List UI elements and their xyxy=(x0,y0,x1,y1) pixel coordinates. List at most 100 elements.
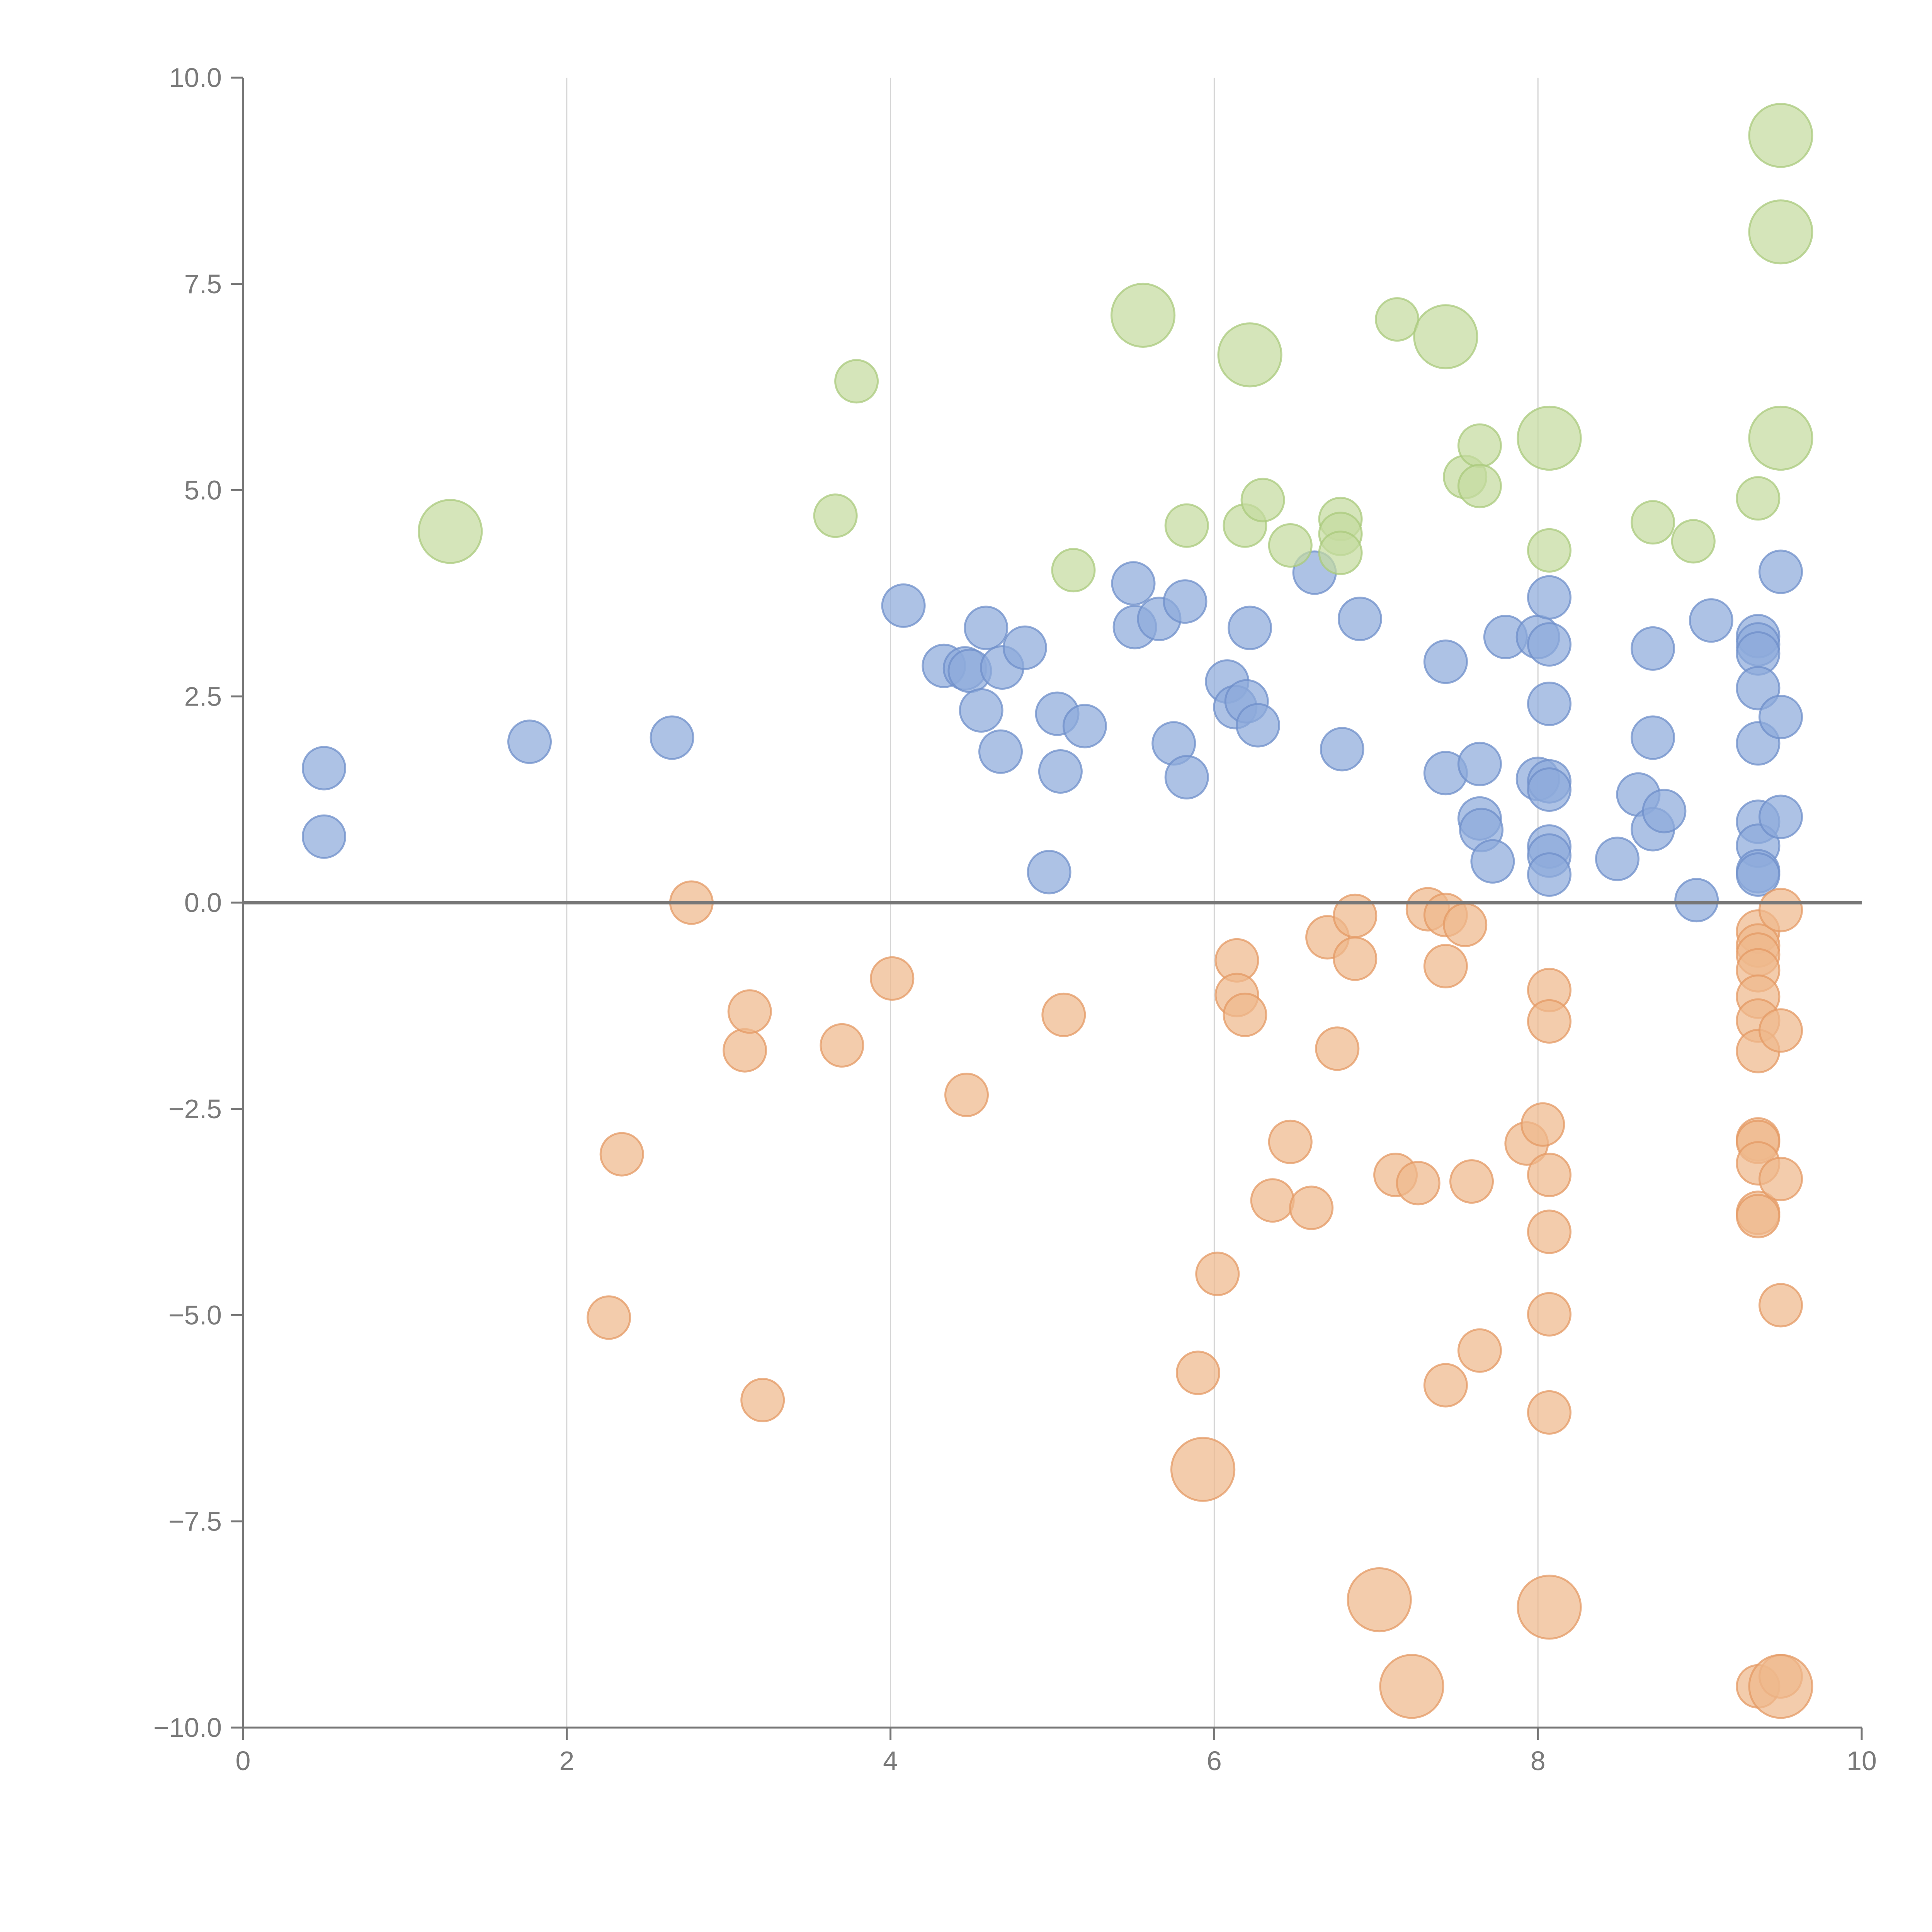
bubble-s1-p2 xyxy=(599,1132,644,1177)
bubble-s0-p36 xyxy=(1470,839,1515,884)
bubble-s0-p34 xyxy=(1457,742,1502,786)
bubble-s1-p15 xyxy=(1223,992,1267,1037)
bubble-s0-p12 xyxy=(1002,625,1047,670)
bubble-s0-p48 xyxy=(1595,837,1639,881)
bubble-s2-p5 xyxy=(1164,503,1209,548)
bubble-s0-p65 xyxy=(1759,549,1803,594)
bubble-s1-p40 xyxy=(1527,1292,1571,1337)
y-tick-label-7: 7.5 xyxy=(184,269,222,299)
bubble-s1-p54 xyxy=(1736,1194,1781,1238)
bubble-s2-p19 xyxy=(1527,528,1571,573)
bubble-s0-p64 xyxy=(1736,852,1781,897)
bubble-s2-p18 xyxy=(1517,405,1582,471)
bubble-markers xyxy=(302,103,1813,1719)
bubble-s1-p21 xyxy=(1333,936,1378,981)
y-tick-label-5: 2.5 xyxy=(184,681,222,711)
bubble-s0-p51 xyxy=(1631,715,1675,760)
bubble-s1-p35 xyxy=(1520,1102,1565,1147)
bubble-s0-p26 xyxy=(1228,605,1272,650)
y-tick-label-8: 10.0 xyxy=(169,63,222,93)
bubble-s0-p40 xyxy=(1527,575,1571,620)
x-tick-label-3: 6 xyxy=(1207,1746,1222,1776)
y-tick-label-1: −7.5 xyxy=(168,1506,222,1536)
bubble-s0-p2 xyxy=(507,719,552,764)
bubble-s2-p9 xyxy=(1268,523,1313,568)
bubble-s0-p13 xyxy=(1027,850,1071,895)
bubble-s1-p12 xyxy=(1195,1252,1240,1296)
bubble-s2-p4 xyxy=(1111,282,1176,348)
bubble-s1-p22 xyxy=(1333,893,1378,938)
bubble-s0-p66 xyxy=(1759,695,1803,740)
bubble-s0-p42 xyxy=(1527,682,1571,726)
bubble-s1-p9 xyxy=(1041,992,1086,1037)
bubble-s1-p59 xyxy=(1759,1283,1803,1328)
bubble-s1-p37 xyxy=(1527,999,1571,1044)
bubble-s1-p39 xyxy=(1527,1209,1571,1254)
x-tick-label-1: 2 xyxy=(559,1746,574,1776)
bubble-s1-p5 xyxy=(740,1378,785,1422)
y-tick-label-4: 0.0 xyxy=(184,888,222,918)
bubble-s2-p2 xyxy=(834,359,879,404)
bubble-s0-p47 xyxy=(1527,852,1571,897)
bubble-s1-p31 xyxy=(1443,903,1488,947)
bubble-s1-p58 xyxy=(1759,1156,1803,1201)
bubble-s1-p1 xyxy=(587,1295,631,1340)
bubble-s2-p14 xyxy=(1413,304,1478,369)
bubble-s0-p22 xyxy=(1164,755,1209,799)
bubble-s0-p4 xyxy=(881,583,926,628)
bubble-s2-p24 xyxy=(1748,199,1813,265)
bubble-s1-p16 xyxy=(1250,1178,1295,1223)
bubble-s2-p3 xyxy=(1051,548,1096,593)
bubble-s0-p50 xyxy=(1631,626,1675,671)
bubble-s0-p8 xyxy=(959,688,1003,733)
bubble-s1-p41 xyxy=(1527,1390,1571,1435)
y-tick-label-0: −10.0 xyxy=(153,1713,222,1743)
bubble-s0-p17 xyxy=(1111,561,1156,606)
bubble-s2-p13 xyxy=(1375,297,1420,342)
bubble-s1-p20 xyxy=(1315,1026,1360,1071)
bubble-s2-p0 xyxy=(418,499,483,564)
bubble-s2-p21 xyxy=(1671,519,1716,564)
bubble-s0-p44 xyxy=(1527,767,1571,812)
bubble-s0-p67 xyxy=(1759,794,1803,839)
x-tick-label-4: 8 xyxy=(1531,1746,1546,1776)
bubble-s1-p8 xyxy=(944,1073,989,1117)
y-tick-label-2: −5.0 xyxy=(168,1300,222,1330)
bubble-s1-p56 xyxy=(1759,888,1803,932)
bubble-s1-p4 xyxy=(727,989,772,1034)
bubble-s0-p29 xyxy=(1320,727,1364,772)
bubble-s0-p10 xyxy=(978,729,1023,774)
x-tick-label-0: 0 xyxy=(236,1746,251,1776)
bubble-s1-p18 xyxy=(1289,1185,1334,1230)
bubble-s0-p3 xyxy=(650,715,694,760)
bubble-s0-p16 xyxy=(1062,704,1107,748)
bubble-s0-p21 xyxy=(1163,579,1208,624)
bubble-s0-p55 xyxy=(1689,598,1733,643)
bubble-s2-p8 xyxy=(1240,478,1285,522)
bubble-s2-p7 xyxy=(1217,322,1282,388)
bubble-s2-p16 xyxy=(1457,423,1502,468)
bubble-s1-p42 xyxy=(1517,1575,1582,1640)
x-tick-label-5: 10 xyxy=(1847,1746,1877,1776)
bubble-s1-p17 xyxy=(1268,1119,1313,1164)
bubble-s2-p25 xyxy=(1748,405,1813,471)
bubble-s2-p17 xyxy=(1457,464,1502,509)
x-tick-label-2: 4 xyxy=(883,1746,898,1776)
bubble-s0-p9 xyxy=(964,605,1009,650)
bubble-s1-p25 xyxy=(1379,1654,1444,1719)
bubble-s0-p54 xyxy=(1674,878,1719,923)
bubble-s0-p53 xyxy=(1642,789,1687,833)
y-tick-label-6: 5.0 xyxy=(184,475,222,505)
bubble-s2-p22 xyxy=(1736,476,1781,521)
bubble-s1-p26 xyxy=(1396,1161,1440,1206)
bubble-s2-p23 xyxy=(1748,103,1813,168)
bubble-s1-p3 xyxy=(723,1028,767,1073)
bubble-s0-p27 xyxy=(1236,703,1280,748)
bubble-s1-p29 xyxy=(1423,944,1468,988)
bubble-s0-p30 xyxy=(1337,597,1382,641)
bubble-s0-p31 xyxy=(1423,639,1468,684)
axes: 0 2 4 6 8 10 −10.0 −7.5 −5.0 −2.5 0.0 2.5 5.0 7.5 10.0 xyxy=(153,63,1877,1776)
bubble-s1-p7 xyxy=(870,956,915,1001)
bubble-s1-p6 xyxy=(820,1023,864,1068)
